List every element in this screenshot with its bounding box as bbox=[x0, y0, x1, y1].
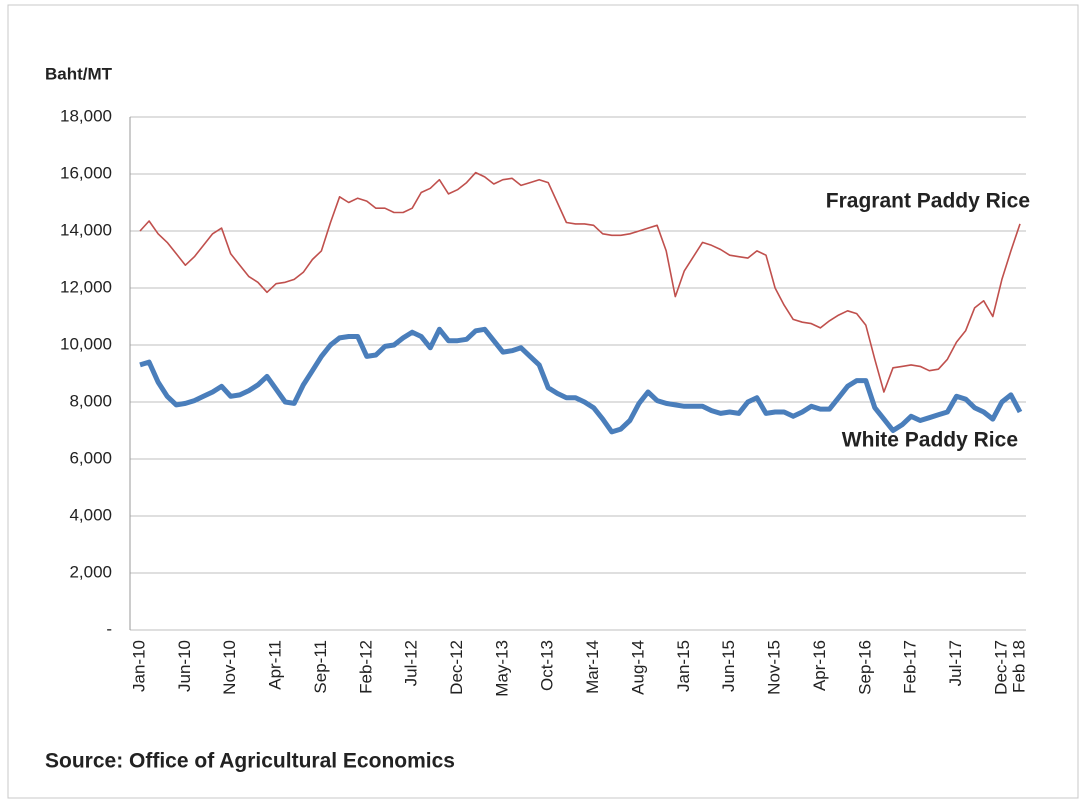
y-tick-label: 12,000 bbox=[60, 277, 112, 296]
x-tick-label: Apr-11 bbox=[266, 640, 285, 690]
y-axis-label: Baht/MT bbox=[45, 64, 113, 83]
x-tick-label: Oct-13 bbox=[538, 640, 557, 691]
x-tick-label: Dec-12 bbox=[447, 640, 466, 695]
y-tick-label: 16,000 bbox=[60, 163, 112, 182]
x-tick-label: Jan-10 bbox=[129, 640, 148, 692]
x-tick-label: Sep-16 bbox=[855, 640, 874, 695]
x-tick-label: Jan-15 bbox=[674, 640, 693, 692]
x-tick-label: Feb-17 bbox=[901, 640, 920, 694]
x-tick-label: Nov-15 bbox=[765, 640, 784, 695]
x-tick-label: Jul-12 bbox=[402, 640, 421, 686]
x-tick-label: Mar-14 bbox=[583, 640, 602, 694]
y-tick-label: 2,000 bbox=[69, 562, 112, 581]
x-tick-label: Jun-15 bbox=[719, 640, 738, 692]
y-tick-label: 6,000 bbox=[69, 448, 112, 467]
series-line bbox=[139, 326, 1023, 435]
y-tick-label: 4,000 bbox=[69, 505, 112, 524]
series-line bbox=[139, 171, 1021, 393]
x-tick-label: Feb-12 bbox=[356, 640, 375, 694]
y-tick-label: 14,000 bbox=[60, 220, 112, 239]
x-tick-label: Jun-10 bbox=[175, 640, 194, 692]
x-tick-label: Feb 18 bbox=[1009, 640, 1028, 693]
y-tick-label: 10,000 bbox=[60, 334, 112, 353]
y-tick-label: - bbox=[106, 619, 112, 638]
x-tick-label: Jul-17 bbox=[946, 640, 965, 686]
x-tick-label: Nov-10 bbox=[220, 640, 239, 695]
series-label: Fragrant Paddy Rice bbox=[826, 190, 1030, 213]
x-tick-label: May-13 bbox=[492, 640, 511, 697]
source: Source: Office of Agricultural Economics bbox=[45, 750, 455, 773]
x-tick-label: Dec-17 bbox=[991, 640, 1010, 695]
x-tick-label: Apr-16 bbox=[810, 640, 829, 691]
y-tick-label: 8,000 bbox=[69, 391, 112, 410]
x-tick-label: Aug-14 bbox=[628, 640, 647, 695]
x-tick-label: Sep-11 bbox=[311, 640, 330, 694]
series-label: White Paddy Rice bbox=[842, 429, 1018, 452]
y-tick-label: 18,000 bbox=[60, 106, 112, 125]
